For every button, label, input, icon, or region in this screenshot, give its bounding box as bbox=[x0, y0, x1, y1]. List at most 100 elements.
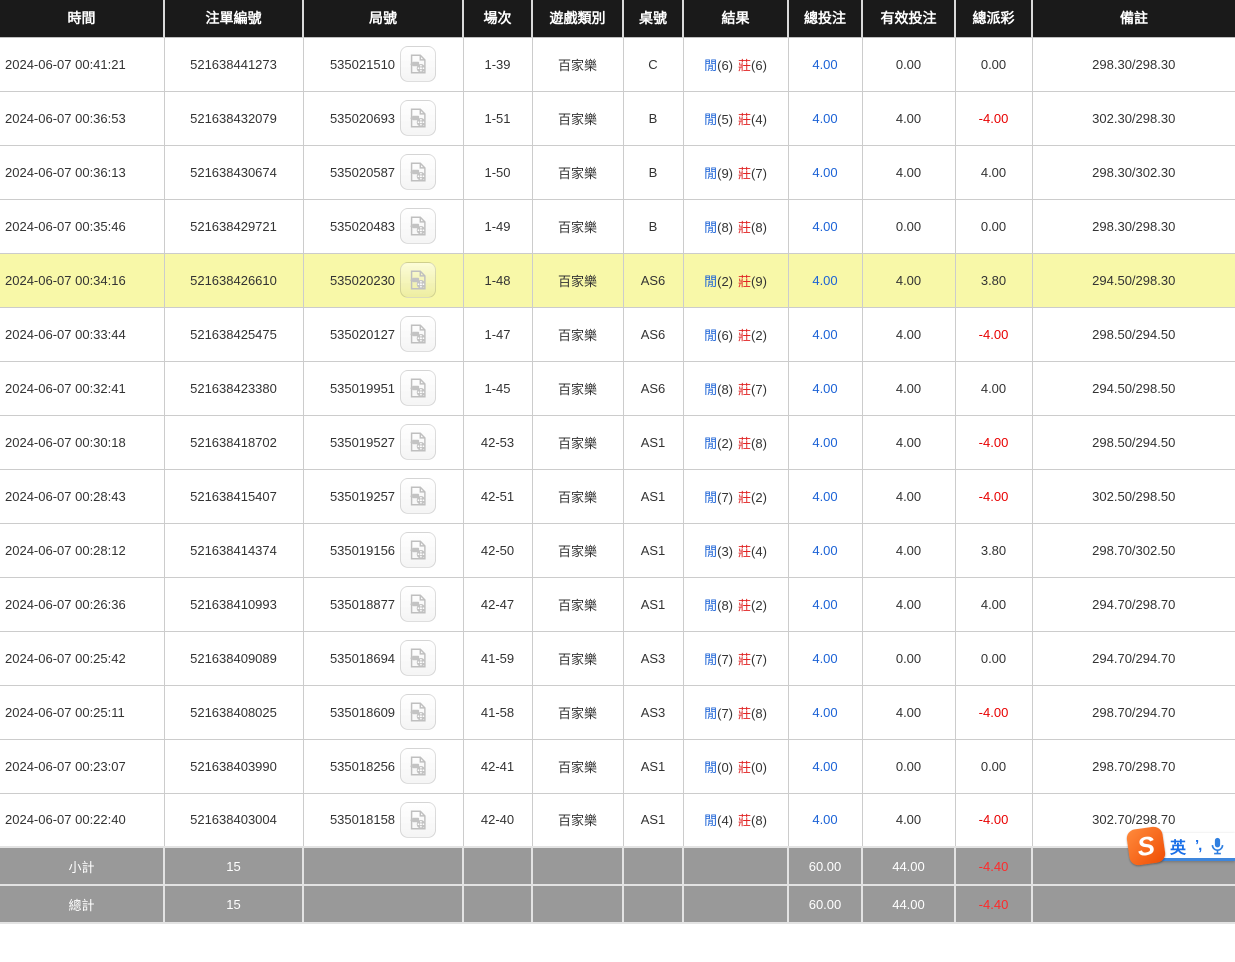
table-row[interactable]: 2024-06-07 00:22:40 521638403004 5350181… bbox=[0, 793, 1235, 848]
video-replay-button[interactable] bbox=[400, 370, 437, 406]
cell-game-type: 百家樂 bbox=[532, 577, 624, 632]
cell-total-payout: -4.00 bbox=[955, 415, 1033, 470]
summary-count: 15 bbox=[163, 846, 304, 886]
banker-score: (7) bbox=[751, 165, 767, 181]
table-row[interactable]: 2024-06-07 00:35:46 521638429721 5350204… bbox=[0, 199, 1235, 254]
table-row[interactable]: 2024-06-07 00:36:13 521638430674 5350205… bbox=[0, 145, 1235, 200]
cell-remark: 302.50/298.50 bbox=[1032, 469, 1235, 524]
banker-score: (0) bbox=[751, 759, 767, 775]
table-row[interactable]: 2024-06-07 00:25:42 521638409089 5350186… bbox=[0, 631, 1235, 686]
video-replay-button[interactable] bbox=[400, 586, 437, 622]
table-row[interactable]: 2024-06-07 00:33:44 521638425475 5350201… bbox=[0, 307, 1235, 362]
cell-round: 535020230 bbox=[303, 253, 464, 308]
video-replay-button[interactable] bbox=[400, 478, 437, 514]
round-number: 535020230 bbox=[329, 272, 396, 288]
video-replay-button[interactable] bbox=[400, 801, 437, 838]
table-row[interactable]: 2024-06-07 00:34:16 521638426610 5350202… bbox=[0, 253, 1235, 308]
cell-bet-id: 521638426610 bbox=[164, 253, 304, 308]
cell-session: 1-39 bbox=[463, 37, 533, 92]
cell-bet-id: 521638409089 bbox=[164, 631, 304, 686]
table-footer: 小計 15 60.00 44.00 -4.40 總計 15 60.00 44.0… bbox=[0, 846, 1235, 924]
table-row[interactable]: 2024-06-07 00:23:07 521638403990 5350182… bbox=[0, 739, 1235, 794]
video-replay-button[interactable] bbox=[400, 424, 437, 460]
cell-total-bet: 4.00 bbox=[788, 37, 863, 92]
cell-session: 42-40 bbox=[463, 793, 533, 848]
table-row[interactable]: 2024-06-07 00:26:36 521638410993 5350188… bbox=[0, 577, 1235, 632]
cell-time: 2024-06-07 00:25:42 bbox=[0, 631, 165, 686]
banker-score: (2) bbox=[751, 327, 767, 343]
video-replay-button[interactable] bbox=[400, 262, 437, 298]
video-replay-button[interactable] bbox=[400, 694, 437, 730]
player-label: 閒 bbox=[704, 381, 718, 397]
microphone-icon[interactable] bbox=[1210, 837, 1225, 855]
player-score: (9) bbox=[717, 165, 733, 181]
table-row[interactable]: 2024-06-07 00:30:18 521638418702 5350195… bbox=[0, 415, 1235, 470]
cell-round: 535019257 bbox=[303, 469, 464, 524]
video-replay-button[interactable] bbox=[400, 532, 437, 568]
cell-round: 535021510 bbox=[303, 37, 464, 92]
cell-remark: 298.70/302.50 bbox=[1032, 523, 1235, 578]
cell-time: 2024-06-07 00:36:13 bbox=[0, 145, 165, 200]
table-row[interactable]: 2024-06-07 00:28:12 521638414374 5350191… bbox=[0, 523, 1235, 578]
cell-remark: 298.70/298.70 bbox=[1032, 739, 1235, 794]
video-replay-icon bbox=[409, 216, 426, 236]
cell-total-payout: -4.00 bbox=[955, 469, 1033, 524]
table-row[interactable]: 2024-06-07 00:41:21 521638441273 5350215… bbox=[0, 37, 1235, 92]
cell-session: 1-51 bbox=[463, 91, 533, 146]
cell-game-type: 百家樂 bbox=[532, 307, 624, 362]
banker-label: 莊 bbox=[738, 219, 752, 235]
ime-language-toggle[interactable]: 英 bbox=[1170, 839, 1187, 857]
table-row[interactable]: 2024-06-07 00:25:11 521638408025 5350186… bbox=[0, 685, 1235, 740]
cell-table-no: C bbox=[623, 37, 684, 92]
round-number: 535019527 bbox=[329, 434, 396, 450]
cell-table-no: AS1 bbox=[623, 415, 684, 470]
cell-round: 535018158 bbox=[303, 793, 464, 848]
round-number: 535020483 bbox=[329, 218, 396, 234]
video-replay-button[interactable] bbox=[400, 100, 437, 136]
cell-table-no: AS3 bbox=[623, 685, 684, 740]
sogou-logo-icon[interactable]: S bbox=[1125, 825, 1167, 867]
video-replay-button[interactable] bbox=[400, 316, 437, 352]
video-replay-button[interactable] bbox=[400, 748, 437, 784]
banker-label: 莊 bbox=[738, 813, 752, 829]
table-body: 2024-06-07 00:41:21 521638441273 5350215… bbox=[0, 37, 1235, 848]
column-header: 時間 bbox=[0, 0, 165, 38]
video-replay-button[interactable] bbox=[400, 154, 437, 190]
cell-session: 41-58 bbox=[463, 685, 533, 740]
table-header: 時間 注單編號 局號 場次 遊戲類別 桌號 結果 總投注 有效投注 總派彩 備註 bbox=[0, 0, 1235, 38]
ime-punctuation-toggle[interactable]: ’, bbox=[1195, 837, 1202, 854]
cell-valid-bet: 4.00 bbox=[862, 469, 956, 524]
cell-bet-id: 521638423380 bbox=[164, 361, 304, 416]
cell-result: 閒(2) 莊(8) bbox=[683, 415, 789, 470]
player-score: (0) bbox=[717, 759, 733, 775]
cell-time: 2024-06-07 00:36:53 bbox=[0, 91, 165, 146]
player-score: (3) bbox=[717, 543, 733, 559]
video-replay-icon bbox=[409, 270, 426, 290]
cell-total-payout: -4.00 bbox=[955, 793, 1033, 848]
player-label: 閒 bbox=[704, 651, 718, 667]
cell-result: 閒(8) 莊(7) bbox=[683, 361, 789, 416]
video-replay-button[interactable] bbox=[400, 46, 437, 82]
cell-round: 535020587 bbox=[303, 145, 464, 200]
table-row[interactable]: 2024-06-07 00:36:53 521638432079 5350206… bbox=[0, 91, 1235, 146]
cell-valid-bet: 4.00 bbox=[862, 145, 956, 200]
cell-round: 535019156 bbox=[303, 523, 464, 578]
table-row[interactable]: 2024-06-07 00:28:43 521638415407 5350192… bbox=[0, 469, 1235, 524]
banker-score: (2) bbox=[751, 597, 767, 613]
banker-label: 莊 bbox=[738, 705, 752, 721]
video-replay-icon bbox=[409, 702, 426, 722]
cell-total-payout: -4.00 bbox=[955, 307, 1033, 362]
table-row[interactable]: 2024-06-07 00:32:41 521638423380 5350199… bbox=[0, 361, 1235, 416]
cell-game-type: 百家樂 bbox=[532, 253, 624, 308]
banker-label: 莊 bbox=[738, 435, 752, 451]
video-replay-button[interactable] bbox=[400, 640, 437, 676]
video-replay-icon bbox=[409, 648, 426, 668]
cell-time: 2024-06-07 00:33:44 bbox=[0, 307, 165, 362]
video-replay-button[interactable] bbox=[400, 208, 437, 244]
cell-valid-bet: 0.00 bbox=[862, 199, 956, 254]
summary-label: 小計 bbox=[0, 846, 165, 886]
column-header: 桌號 bbox=[623, 0, 684, 38]
column-header: 遊戲類別 bbox=[532, 0, 624, 38]
cell-total-bet: 4.00 bbox=[788, 793, 863, 848]
player-score: (4) bbox=[717, 813, 733, 829]
